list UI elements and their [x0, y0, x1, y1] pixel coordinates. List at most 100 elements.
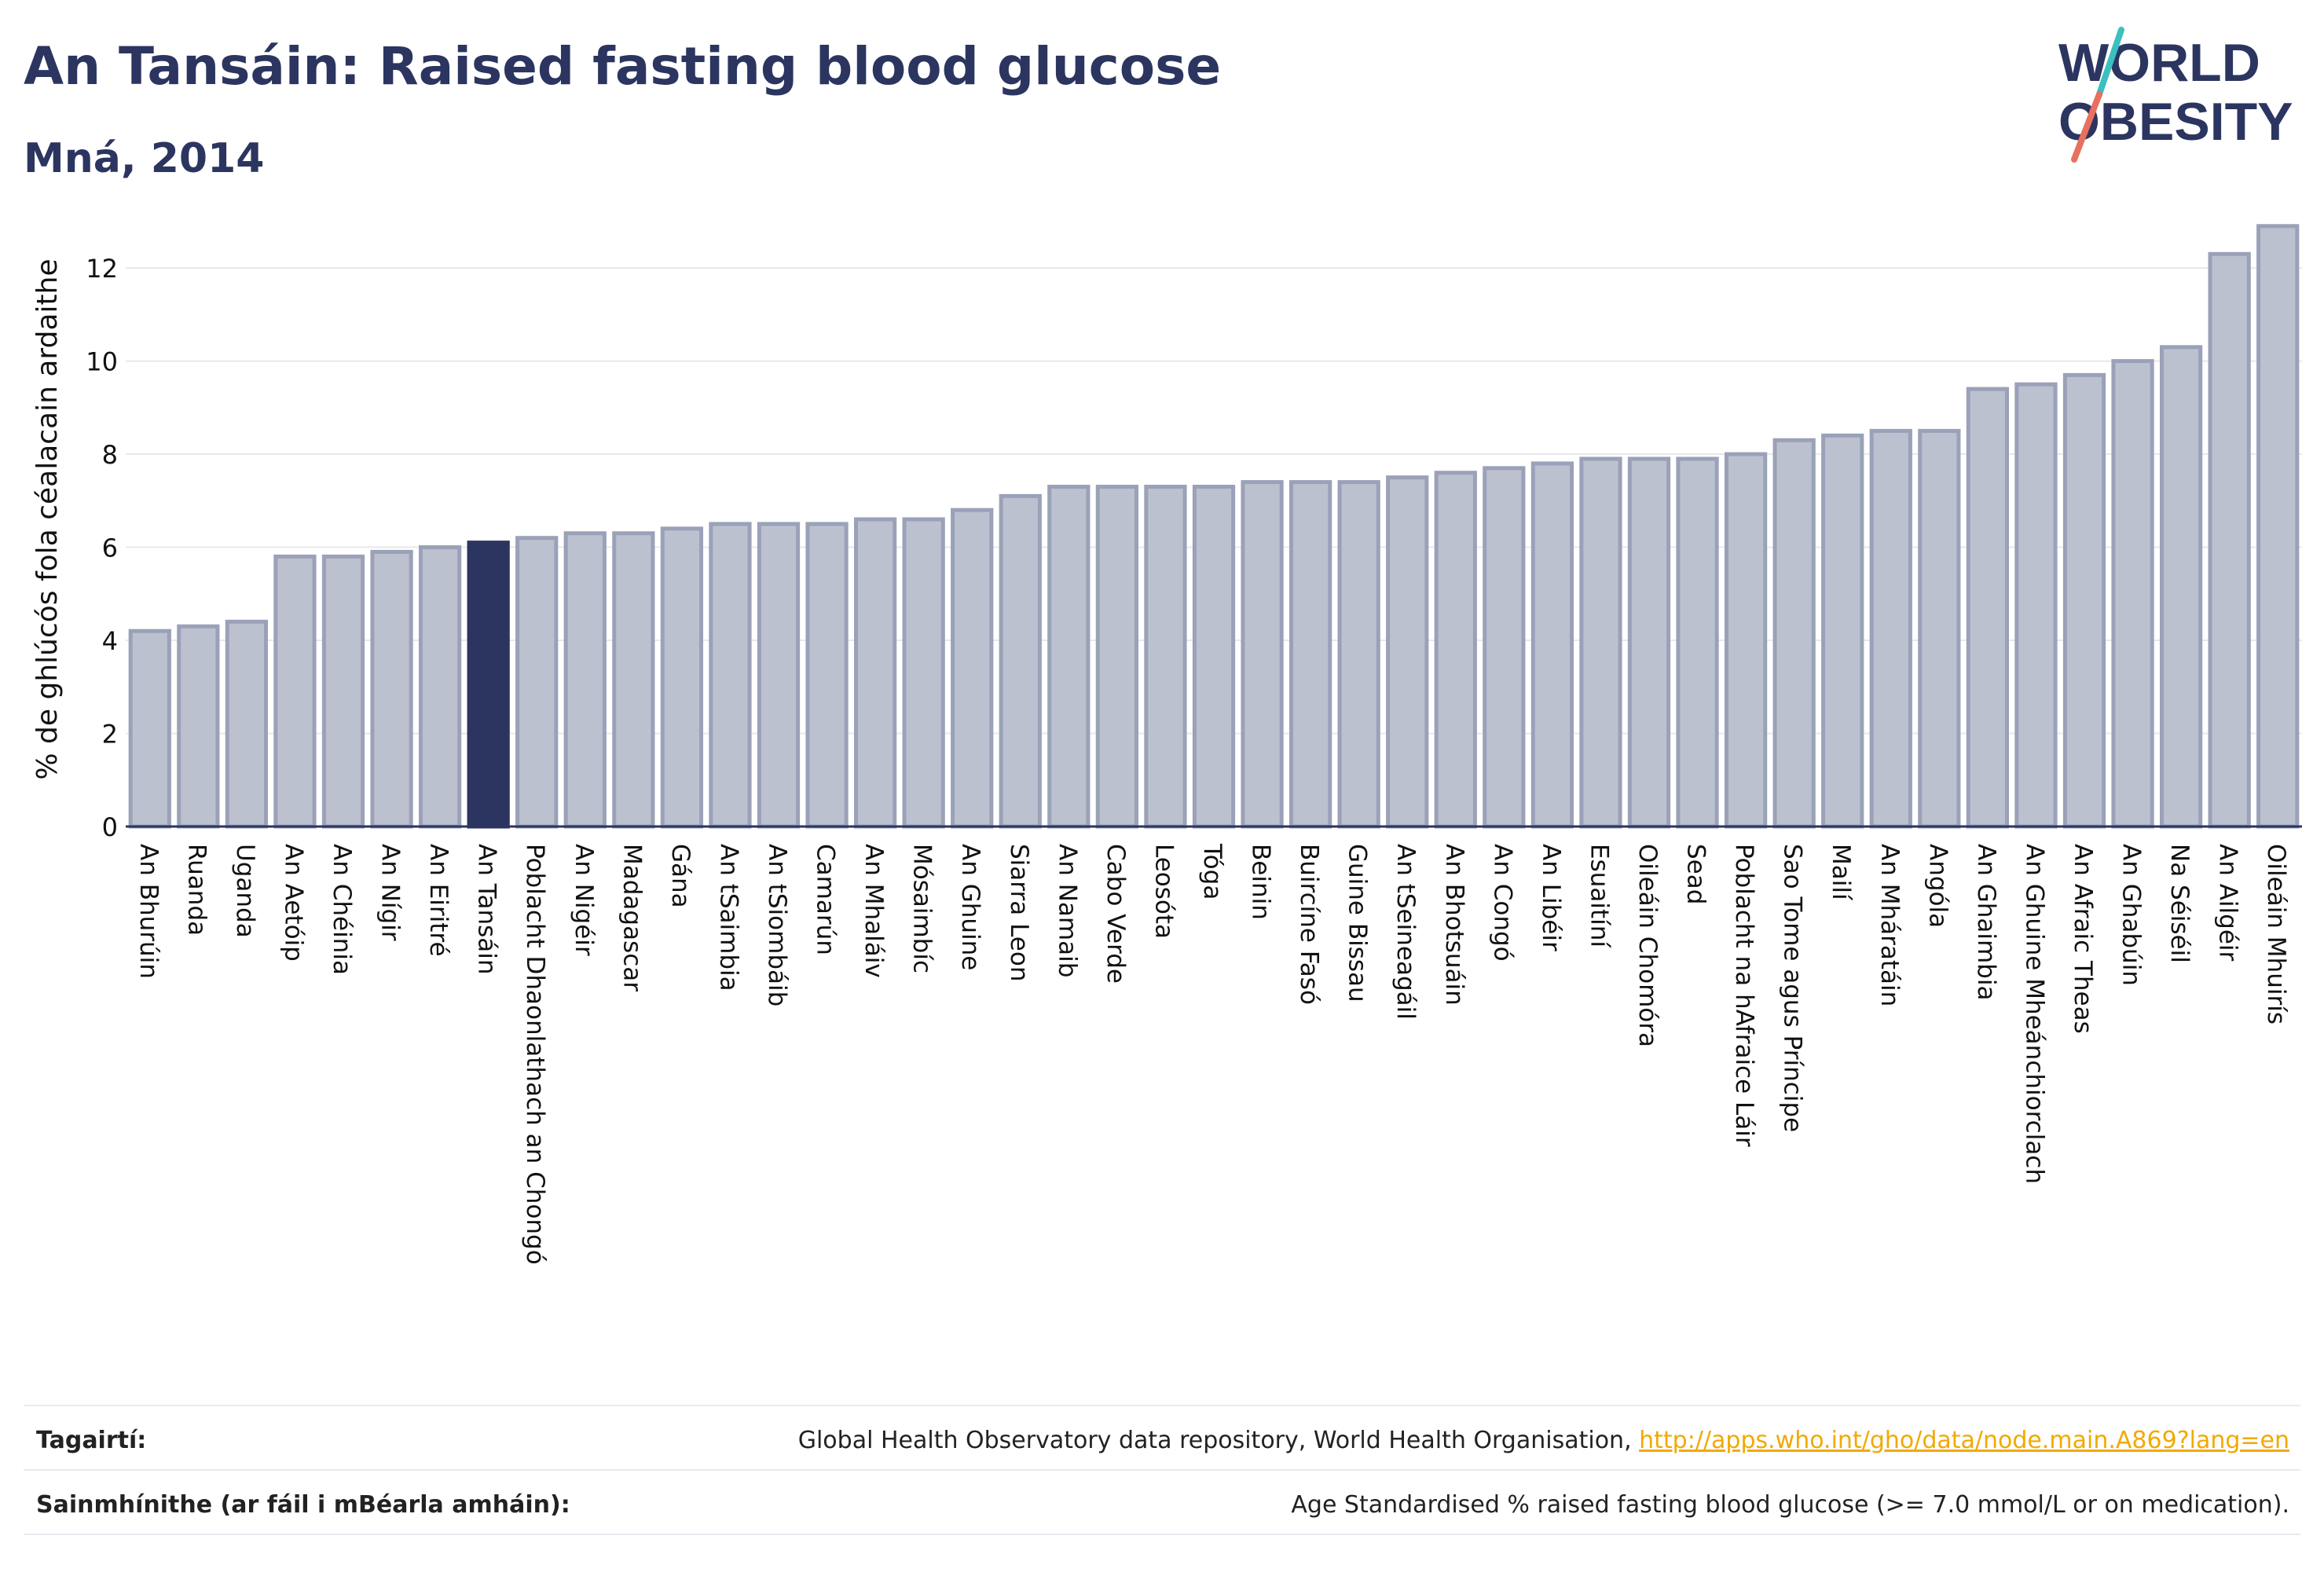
y-tick-label: 8: [102, 440, 118, 470]
chart-subtitle: Mná, 2014: [24, 135, 265, 182]
bar[interactable]: [2062, 372, 2106, 829]
x-tick-label: Leosóta: [1149, 844, 1178, 939]
x-tick-label: Mailí: [1827, 844, 1855, 901]
bar[interactable]: [1724, 452, 1768, 829]
footer-divider-bottom: [24, 1534, 2300, 1535]
x-tick-label: Uganda: [231, 844, 259, 938]
bar[interactable]: [2014, 382, 2058, 829]
x-tick-label: An Nigéir: [570, 844, 598, 956]
bar[interactable]: [805, 522, 849, 829]
y-tick-label: 2: [102, 720, 118, 750]
bar[interactable]: [1483, 466, 1526, 829]
x-tick-label: An Eiritré: [424, 844, 453, 957]
x-tick-label: An tSaimbia: [714, 844, 742, 991]
x-tick-label: An Nígir: [376, 844, 405, 941]
bar[interactable]: [321, 554, 365, 829]
bar-highlighted[interactable]: [467, 541, 510, 829]
bar[interactable]: [999, 493, 1042, 829]
bar[interactable]: [709, 522, 752, 829]
bar[interactable]: [1095, 485, 1139, 829]
x-tick-label: An Libéir: [1537, 844, 1565, 951]
bar[interactable]: [1579, 456, 1622, 829]
bar[interactable]: [1241, 480, 1284, 829]
bar[interactable]: [757, 522, 801, 829]
footer-divider-top: [24, 1405, 2300, 1406]
bar[interactable]: [1918, 428, 1961, 829]
y-tick-labels: 0 2 4 6 8 10 12: [86, 254, 118, 842]
y-tick-label: 4: [102, 626, 118, 656]
x-tick-label: Beinin: [1247, 844, 1275, 920]
bar[interactable]: [1530, 461, 1574, 829]
y-tick-label: 12: [86, 254, 118, 284]
bar-chart: 0 2 4 6 8 10 12 An Bhurúin Ruanda Uganda An Aetói…: [31, 224, 2302, 1265]
x-tick-label: Camarún: [812, 844, 840, 955]
bar[interactable]: [612, 531, 655, 829]
bar[interactable]: [515, 536, 559, 829]
x-tick-label: Ruanda: [182, 844, 211, 936]
bar[interactable]: [563, 531, 607, 829]
logo-text-world: WORLD: [2058, 33, 2260, 93]
references-link[interactable]: http://apps.who.int/gho/data/node.main.A…: [1639, 1427, 2289, 1454]
x-tick-label: An Congó: [1488, 844, 1516, 962]
bars: [128, 224, 2300, 829]
x-tick-label: An Ghuine: [956, 844, 984, 970]
bar[interactable]: [1627, 456, 1671, 829]
x-tick-label: An tSiombáib: [763, 844, 791, 1006]
x-tick-label: Madagascar: [618, 844, 646, 991]
x-tick-labels: An Bhurúin Ruanda Uganda An Aetóip An Chéini…: [134, 843, 2290, 1265]
bar[interactable]: [2208, 251, 2251, 829]
bar[interactable]: [1434, 471, 1477, 829]
references-value: Global Health Observatory data repositor…: [798, 1427, 2289, 1454]
x-tick-label: Sead: [1682, 844, 1710, 904]
x-tick-label: An Tansáin: [473, 844, 501, 975]
y-axis-label: % de ghlúcós fola céalacain ardaithe: [31, 258, 64, 779]
bar[interactable]: [2159, 345, 2203, 829]
bar[interactable]: [1772, 438, 1816, 829]
x-tick-label: Esuaitíní: [1585, 844, 1613, 948]
chart-title: An Tansáin: Raised fasting blood glucose: [24, 36, 1222, 97]
bar[interactable]: [2256, 224, 2300, 829]
bar[interactable]: [370, 549, 413, 829]
bar[interactable]: [1144, 485, 1187, 829]
bar[interactable]: [1676, 456, 1719, 829]
bar[interactable]: [2111, 359, 2154, 829]
x-tick-label: Sao Tome agus Príncipe: [1779, 844, 1807, 1132]
y-tick-label: 0: [102, 812, 118, 842]
x-tick-label: Tóga: [1198, 843, 1226, 900]
bar[interactable]: [902, 517, 945, 829]
x-tick-label: An Ailgéir: [2214, 844, 2242, 962]
bar[interactable]: [1966, 387, 2010, 829]
bar[interactable]: [1337, 480, 1380, 829]
definitions-value: Age Standardised % raised fasting blood …: [1291, 1491, 2289, 1519]
bar[interactable]: [660, 526, 704, 829]
references-text: Global Health Observatory data repositor…: [797, 1427, 1640, 1454]
bar[interactable]: [1288, 480, 1332, 829]
bar[interactable]: [418, 545, 462, 829]
x-tick-label: An Mháratáin: [1875, 844, 1904, 1006]
bar[interactable]: [128, 629, 171, 829]
x-tick-label: Cabo Verde: [1102, 844, 1130, 984]
x-tick-label: Buircíne Fasó: [1295, 844, 1323, 1005]
bar[interactable]: [273, 554, 317, 829]
bar[interactable]: [853, 517, 897, 829]
bar[interactable]: [225, 619, 269, 829]
x-tick-label: An Namaib: [1053, 844, 1081, 977]
bar[interactable]: [951, 508, 994, 829]
logo-slash-coral: [2071, 91, 2102, 163]
y-tick-label: 6: [102, 533, 118, 563]
x-tick-label: An Ghuine Mheánchiorclach: [2020, 844, 2048, 1184]
world-obesity-logo: WORLD OBESITY: [2058, 27, 2293, 163]
definitions-label: Sainmhínithe (ar fáil i mBéarla amháin):: [36, 1491, 570, 1519]
x-tick-label: Oileáin Mhuirís: [2262, 844, 2290, 1024]
bar[interactable]: [177, 624, 220, 829]
bar[interactable]: [1386, 475, 1429, 829]
bar[interactable]: [1821, 433, 1864, 829]
bar[interactable]: [1869, 428, 1912, 829]
x-tick-label: An Aetóip: [279, 844, 307, 962]
x-tick-label: Na Séiséil: [2165, 844, 2194, 963]
references-label: Tagairtí:: [36, 1427, 147, 1454]
logo-slash-teal: [2096, 27, 2124, 97]
x-tick-label: Angóla: [1923, 844, 1952, 928]
bar[interactable]: [1192, 485, 1236, 829]
bar[interactable]: [1047, 485, 1091, 829]
